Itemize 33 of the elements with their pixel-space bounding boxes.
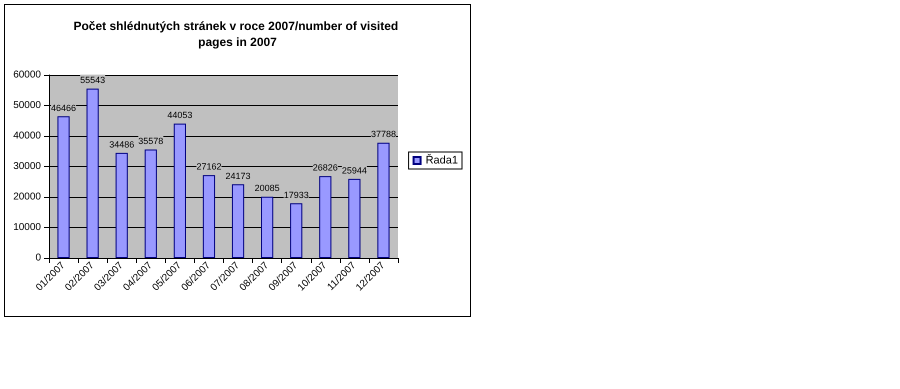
y-tick-label: 30000	[13, 161, 42, 172]
data-label: 44053	[167, 110, 192, 120]
data-label: 35578	[138, 136, 164, 146]
bar	[232, 184, 244, 258]
data-label: 20085	[254, 183, 280, 194]
y-tick-label: 40000	[13, 130, 42, 142]
data-label: 25944	[342, 165, 367, 176]
bar	[261, 196, 274, 258]
data-label: 55543	[80, 75, 106, 86]
data-label: 46466	[51, 102, 76, 113]
bar	[57, 116, 70, 258]
bar	[116, 152, 128, 258]
data-label: 27162	[196, 162, 222, 172]
bar	[174, 124, 186, 258]
bar	[86, 88, 99, 258]
legend-label: Řada1	[426, 154, 458, 166]
chart-title: Počet shlédnutých stránek v roce 2007/number of visited pages in 2007	[73, 19, 402, 49]
bar	[144, 149, 157, 258]
bar	[290, 203, 302, 258]
data-label: 26826	[312, 162, 338, 173]
data-label: 34486	[109, 139, 134, 150]
bar	[319, 176, 332, 258]
bar	[348, 178, 360, 258]
data-label: 17933	[284, 190, 309, 200]
data-label: 37788	[370, 129, 396, 140]
bar	[202, 175, 216, 258]
y-tick-label: 0	[35, 252, 42, 264]
y-tick-label: 60000	[13, 70, 42, 80]
bar	[377, 142, 390, 258]
y-tick-label: 20000	[13, 192, 42, 202]
y-tick-label: 50000	[13, 100, 42, 111]
y-tick-label: 10000	[13, 222, 42, 233]
data-label: 24173	[226, 170, 251, 181]
